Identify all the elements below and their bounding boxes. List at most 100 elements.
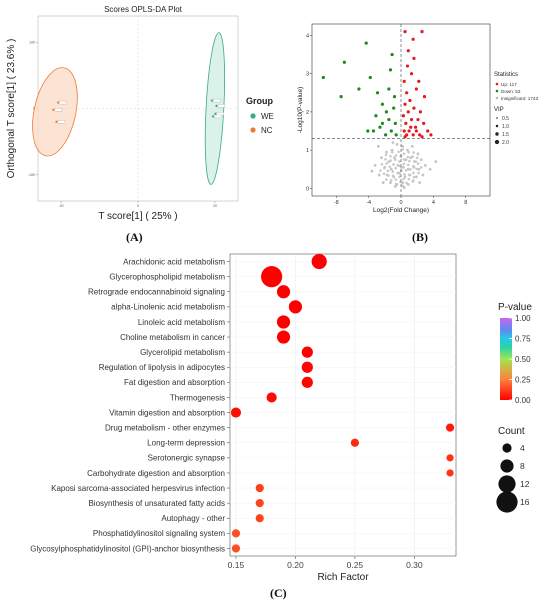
point-down: [371, 129, 376, 133]
point-up: [416, 117, 420, 122]
colorbar-tick-label: 0.75: [515, 335, 531, 344]
y-tick-label: 3: [306, 72, 309, 78]
point-insignificant: [406, 163, 410, 167]
point-up: [422, 121, 426, 125]
point-insignificant: [402, 158, 406, 161]
point-down: [384, 110, 389, 114]
point-insignificant: [384, 153, 388, 157]
pathway-bubble: [231, 544, 241, 553]
point-insignificant: [380, 156, 383, 160]
point-insignificant: [385, 162, 389, 165]
pathway-bubble: [446, 454, 454, 462]
point-insignificant: [418, 181, 422, 185]
pathway-bubble: [350, 438, 359, 447]
point-insignificant: [389, 179, 393, 182]
pathway-bubble: [255, 499, 264, 508]
point-insignificant: [382, 172, 386, 176]
pathway-bubble: [266, 392, 277, 403]
x-tick-label: 20: [213, 204, 217, 208]
point-insignificant: [402, 162, 406, 166]
point-insignificant: [393, 158, 397, 162]
plot-frame: [229, 253, 457, 557]
colorbar-tick-label: 0.00: [515, 396, 531, 405]
point-down: [339, 95, 343, 99]
point-insignificant: [404, 158, 408, 162]
point-insignificant: [412, 164, 415, 168]
point-insignificant: [409, 168, 412, 171]
point-up: [409, 125, 413, 129]
size-legend-label: 12: [520, 479, 530, 489]
legend-swatch-we: [250, 113, 256, 119]
pathway-bubble: [446, 469, 454, 477]
colorbar-tick-label: 0.50: [515, 355, 531, 364]
group-ellipse-we: [204, 32, 226, 185]
pathway-label: Fat digestion and absorption: [124, 378, 225, 387]
point-insignificant: [382, 166, 386, 170]
point-insignificant: [421, 173, 425, 177]
sample-point: [211, 115, 215, 118]
point-down: [366, 129, 370, 133]
pathway-label: Drug metabolism - other enzymes: [105, 423, 225, 432]
point-insignificant: [411, 180, 415, 183]
x-tick-label: 8: [464, 200, 467, 206]
size-legend-swatch: [498, 475, 516, 493]
point-insignificant: [417, 167, 421, 171]
point-up: [426, 129, 430, 133]
sample-point: [55, 120, 58, 123]
point-insignificant: [389, 159, 393, 162]
point-up: [408, 98, 412, 103]
x-tick-label: 0: [137, 204, 139, 208]
colorbar-tick-label: 0.25: [515, 376, 531, 385]
point-down: [375, 91, 380, 95]
point-insignificant: [401, 144, 405, 148]
point-up: [409, 72, 414, 76]
point-up: [414, 129, 418, 133]
pathway-label: Thermogenesis: [170, 393, 225, 402]
point-insignificant: [370, 169, 374, 173]
point-insignificant: [379, 169, 382, 172]
point-insignificant: [394, 182, 398, 186]
point-insignificant: [406, 148, 409, 152]
sample-point: [56, 101, 60, 104]
legend-title: Statistics: [494, 72, 518, 78]
pathway-bubble: [301, 376, 313, 388]
pathway-label: Biosynthesis of unsaturated fatty acids: [88, 499, 225, 508]
x-axis-label: T score[1] ( 25% ): [98, 211, 177, 222]
pathway-label: Serotonergic synapse: [148, 454, 226, 463]
point-down: [374, 114, 378, 118]
sample-label: [54, 108, 63, 112]
pathway-bubble: [276, 315, 291, 329]
x-tick-label: 4: [432, 200, 435, 206]
pathway-bubble: [301, 346, 313, 358]
point-up: [403, 135, 407, 139]
point-insignificant: [388, 165, 392, 169]
point-insignificant: [406, 155, 410, 159]
point-up: [411, 133, 415, 137]
vip-size-swatch: [495, 132, 499, 136]
y-tick-label: 1: [306, 148, 309, 154]
point-down: [394, 133, 398, 137]
point-down: [321, 75, 325, 80]
kegg-enrichment-bubble-plot: 0.15 0.20 0.25 0.30 Arachidonic acid metabol…: [30, 253, 532, 583]
point-insignificant: [407, 173, 411, 177]
pathway-label: Retrograde endocannabinoid signaling: [88, 288, 225, 297]
vip-size-label: 2.0: [502, 140, 509, 146]
point-up: [402, 129, 406, 133]
size-legend-title: Count: [498, 426, 525, 437]
point-down: [388, 68, 393, 72]
panel-label-c: (C): [270, 586, 287, 600]
point-down: [380, 102, 384, 106]
sample-point: [214, 112, 217, 115]
point-insignificant: [394, 166, 397, 170]
point-insignificant: [389, 154, 392, 158]
legend-label: Up: 117: [501, 82, 517, 87]
sample-label: [57, 120, 66, 124]
point-insignificant: [410, 144, 414, 148]
point-insignificant: [416, 152, 420, 156]
point-insignificant: [400, 169, 403, 173]
point-up: [404, 121, 408, 125]
pathway-bubble: [445, 423, 455, 432]
x-axis-label: Rich Factor: [317, 572, 369, 583]
vip-size-swatch: [494, 139, 500, 145]
